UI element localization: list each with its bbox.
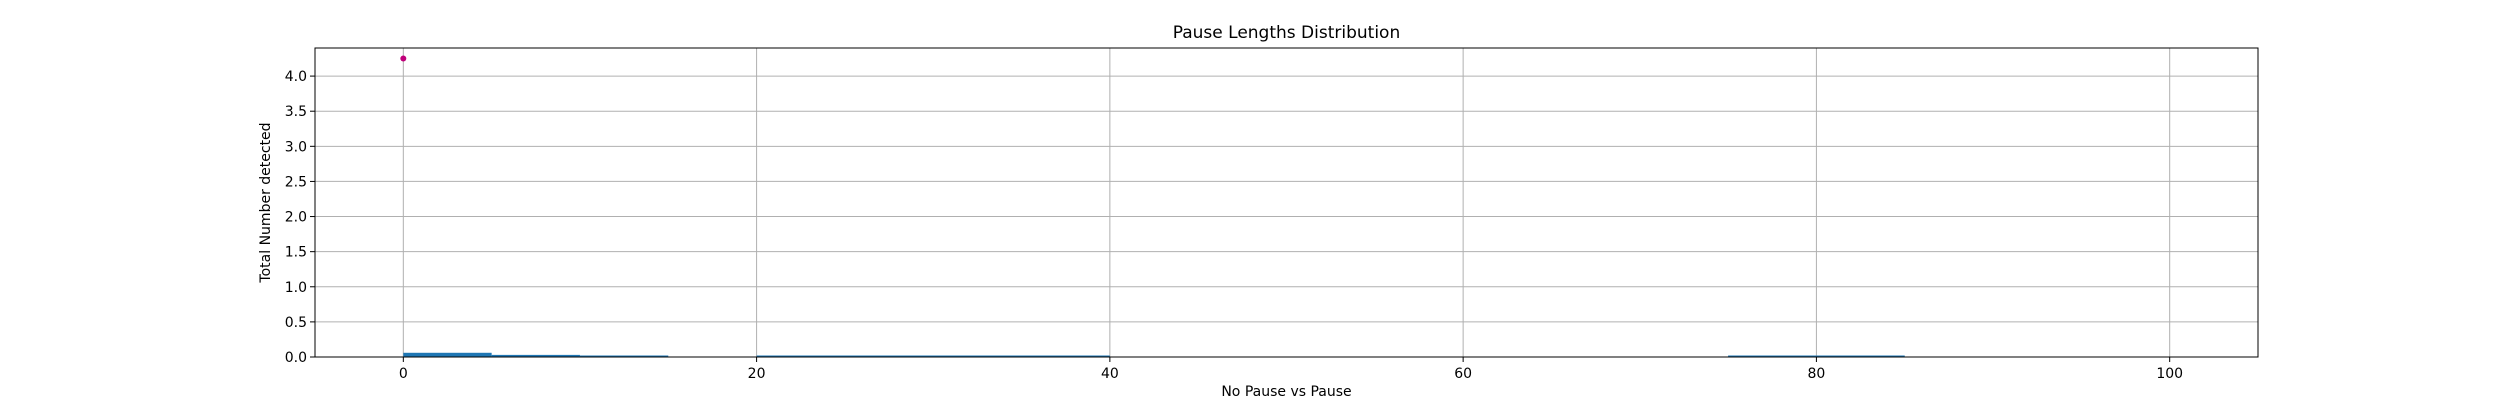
y-tick-label: 3.5 xyxy=(285,104,307,120)
y-tick-label: 0.5 xyxy=(285,315,307,331)
histogram-bar xyxy=(403,352,492,357)
x-tick-label: 80 xyxy=(1807,366,1825,382)
y-tick-label: 4.0 xyxy=(285,69,307,85)
grid-layer xyxy=(315,48,2258,358)
histogram-bar xyxy=(1728,355,1905,357)
x-tick-label: 0 xyxy=(399,366,408,382)
y-axis-title: Total Number detected xyxy=(258,122,274,283)
histogram-bar xyxy=(756,355,1110,357)
histogram-bar xyxy=(579,355,669,357)
point-layer xyxy=(400,55,407,62)
y-tick-label: 2.5 xyxy=(285,174,307,190)
y-tick-label: 1.5 xyxy=(285,245,307,261)
x-tick-label: 40 xyxy=(1101,366,1119,382)
x-axis-ticks: 0 20 40 60 80 100 xyxy=(399,357,2183,382)
y-tick-label: 2.0 xyxy=(285,210,307,226)
chart-title: Pause Lengths Distribution xyxy=(1173,23,1400,43)
data-point xyxy=(400,55,407,62)
x-tick-label: 60 xyxy=(1454,366,1472,382)
bar-layer xyxy=(403,352,1905,357)
y-axis-ticks: 0.0 0.5 1.0 1.5 2.0 2.5 3.0 3.5 4.0 xyxy=(285,69,315,366)
y-tick-label: 0.0 xyxy=(285,350,307,366)
x-tick-label: 20 xyxy=(748,366,766,382)
histogram-bar xyxy=(491,354,580,357)
y-tick-label: 1.0 xyxy=(285,280,307,296)
x-axis-title: No Pause vs Pause xyxy=(1221,384,1351,400)
plot-frame xyxy=(314,47,2259,358)
x-tick-label: 100 xyxy=(2156,366,2183,382)
y-tick-label: 3.0 xyxy=(285,139,307,155)
